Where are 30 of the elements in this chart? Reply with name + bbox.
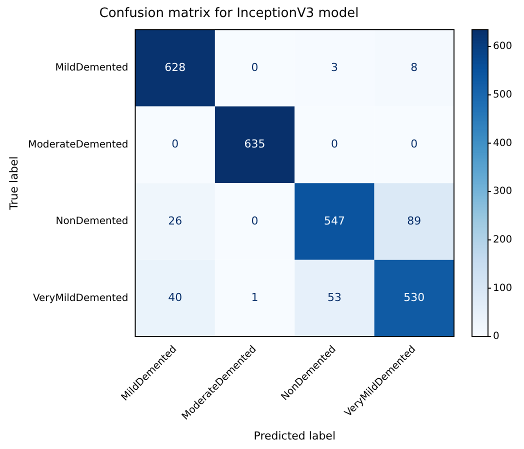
data-label: 40 <box>168 291 182 304</box>
data-label: 26 <box>168 214 182 228</box>
data-label: 0 <box>330 138 338 151</box>
data-label: 1 <box>251 291 258 304</box>
data-label: 0 <box>172 138 179 151</box>
y-tick-label: NonDemented <box>56 216 128 228</box>
data-label: 547 <box>324 214 345 228</box>
data-label: 530 <box>404 291 425 304</box>
data-label: 89 <box>407 214 422 228</box>
color-bar-label: 500 <box>493 89 512 100</box>
chart-title: Confusion matrix for InceptionV3 model <box>99 6 359 22</box>
y-tick-label: MildDemented <box>55 62 128 74</box>
x-axis-title: Predicted label <box>254 429 336 442</box>
y-tick-label: ModerateDemented <box>28 139 128 150</box>
data-label: 3 <box>330 60 338 74</box>
color-bar-label: 0 <box>493 331 500 342</box>
data-label: 628 <box>164 60 186 74</box>
data-label: 53 <box>327 291 342 304</box>
color-bar-label: 100 <box>493 282 512 294</box>
y-tick-label: VeryMildDemented <box>32 292 128 304</box>
data-label: 0 <box>410 138 418 151</box>
data-label: 8 <box>410 60 418 74</box>
data-label: 635 <box>244 138 266 151</box>
y-axis-title: True label <box>7 156 20 211</box>
color-bar-label: 200 <box>493 234 512 246</box>
color-bar-label: 600 <box>493 41 512 52</box>
color-bar-label: 300 <box>493 186 512 198</box>
data-label: 0 <box>251 60 258 74</box>
data-label: 0 <box>251 214 258 228</box>
color-bar-label: 400 <box>493 138 512 149</box>
